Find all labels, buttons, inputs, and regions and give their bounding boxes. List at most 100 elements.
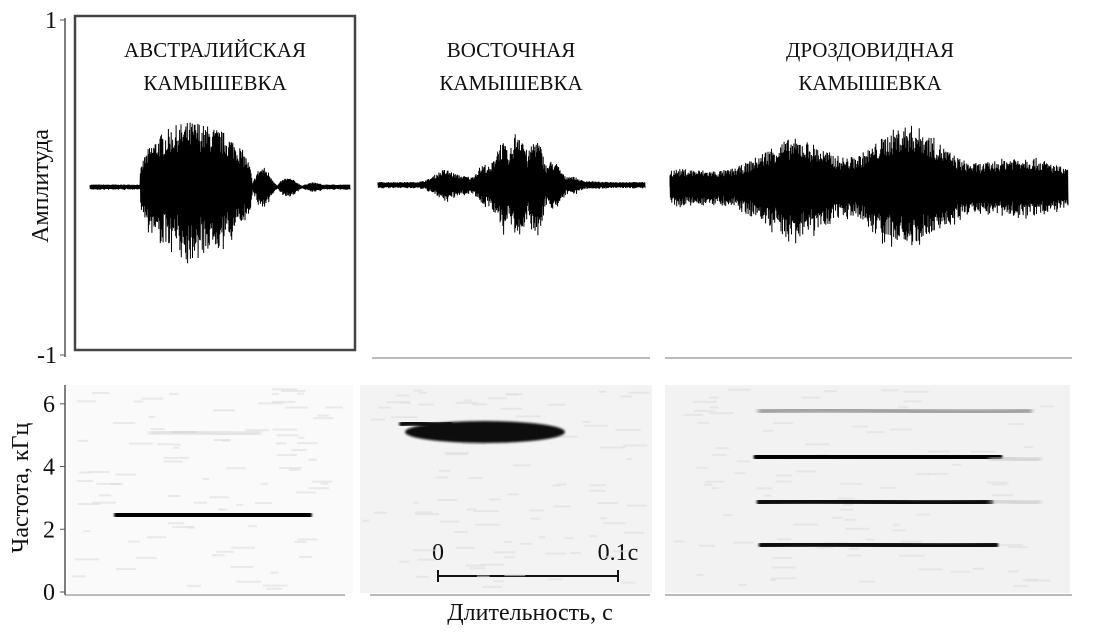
noise xyxy=(831,517,842,519)
noise xyxy=(513,464,531,466)
harmonic xyxy=(760,501,990,503)
noise xyxy=(89,471,109,473)
noise xyxy=(482,586,502,588)
noise xyxy=(289,469,301,471)
noise xyxy=(771,577,796,579)
noise xyxy=(494,551,516,553)
noise xyxy=(709,412,734,414)
panel-title: КАМЫШЕВКА xyxy=(143,71,287,95)
noise xyxy=(481,564,504,566)
noise xyxy=(880,487,895,489)
waveform xyxy=(670,126,1068,247)
noise xyxy=(970,451,995,453)
noise xyxy=(245,429,269,431)
noise xyxy=(590,535,597,537)
noise xyxy=(859,581,875,583)
noise xyxy=(712,487,719,489)
noise xyxy=(847,554,861,556)
noise xyxy=(738,584,747,586)
noise xyxy=(520,543,532,545)
noise xyxy=(77,400,96,402)
noise xyxy=(463,443,487,445)
noise xyxy=(584,425,608,427)
noise xyxy=(396,395,410,397)
noise xyxy=(263,585,288,587)
noise xyxy=(210,496,229,498)
noise xyxy=(928,473,948,475)
noise xyxy=(603,556,616,558)
noise xyxy=(164,461,183,463)
noise xyxy=(273,429,297,431)
noise xyxy=(881,389,898,391)
noise xyxy=(916,514,929,516)
noise xyxy=(279,467,301,469)
noise xyxy=(776,475,791,477)
noise xyxy=(916,473,930,475)
noise xyxy=(773,422,793,424)
noise xyxy=(169,393,179,395)
noise xyxy=(844,519,856,521)
noise xyxy=(696,574,703,576)
noise xyxy=(704,484,712,486)
noise xyxy=(620,396,632,398)
noise xyxy=(297,442,317,444)
harmonic xyxy=(990,501,1040,503)
noise xyxy=(705,481,725,483)
panel-title: КАМЫШЕВКА xyxy=(798,71,942,95)
spectrogram-bg xyxy=(665,385,1070,593)
noise xyxy=(737,460,750,462)
noise xyxy=(213,409,234,411)
noise xyxy=(439,470,450,472)
noise xyxy=(805,443,829,445)
noise xyxy=(564,537,573,539)
noise xyxy=(775,481,791,483)
noise xyxy=(840,509,853,511)
noise xyxy=(455,402,478,404)
noise xyxy=(374,512,387,514)
noise xyxy=(951,571,970,573)
noise xyxy=(445,453,467,455)
noise xyxy=(1008,546,1027,548)
noise xyxy=(624,532,644,534)
noise xyxy=(866,539,874,541)
noise xyxy=(892,529,905,531)
y-tick-label: 4 xyxy=(43,455,55,481)
noise xyxy=(622,582,636,584)
noise xyxy=(1008,570,1019,572)
noise xyxy=(277,454,297,456)
noise xyxy=(321,483,329,485)
noise xyxy=(734,472,745,474)
noise xyxy=(296,491,316,493)
noise xyxy=(770,579,776,581)
noise xyxy=(898,406,908,408)
panel-title: КАМЫШЕВКА xyxy=(439,71,583,95)
noise xyxy=(693,401,717,403)
noise xyxy=(297,393,304,395)
y-axis-label: Амплитуда xyxy=(28,129,54,243)
noise xyxy=(419,392,427,394)
noise xyxy=(553,505,571,507)
y-axis-label: Частота, кГц xyxy=(8,423,34,554)
noise xyxy=(488,397,507,399)
noise xyxy=(308,459,316,461)
noise xyxy=(399,561,409,563)
noise xyxy=(506,393,518,395)
noise xyxy=(415,513,439,515)
noise xyxy=(168,495,181,497)
noise xyxy=(973,568,984,570)
noise xyxy=(270,572,278,574)
noise xyxy=(437,499,457,501)
noise xyxy=(613,550,630,552)
x-axis-label: Длительность, с xyxy=(447,600,612,626)
noise xyxy=(248,525,257,527)
noise xyxy=(168,522,184,524)
noise xyxy=(1023,579,1038,581)
noise xyxy=(919,568,943,570)
noise xyxy=(292,449,307,451)
noise xyxy=(1024,446,1033,448)
noise xyxy=(128,541,140,543)
noise xyxy=(904,400,922,402)
harmonic xyxy=(760,410,1030,412)
noise xyxy=(72,575,86,577)
noise xyxy=(456,547,475,549)
